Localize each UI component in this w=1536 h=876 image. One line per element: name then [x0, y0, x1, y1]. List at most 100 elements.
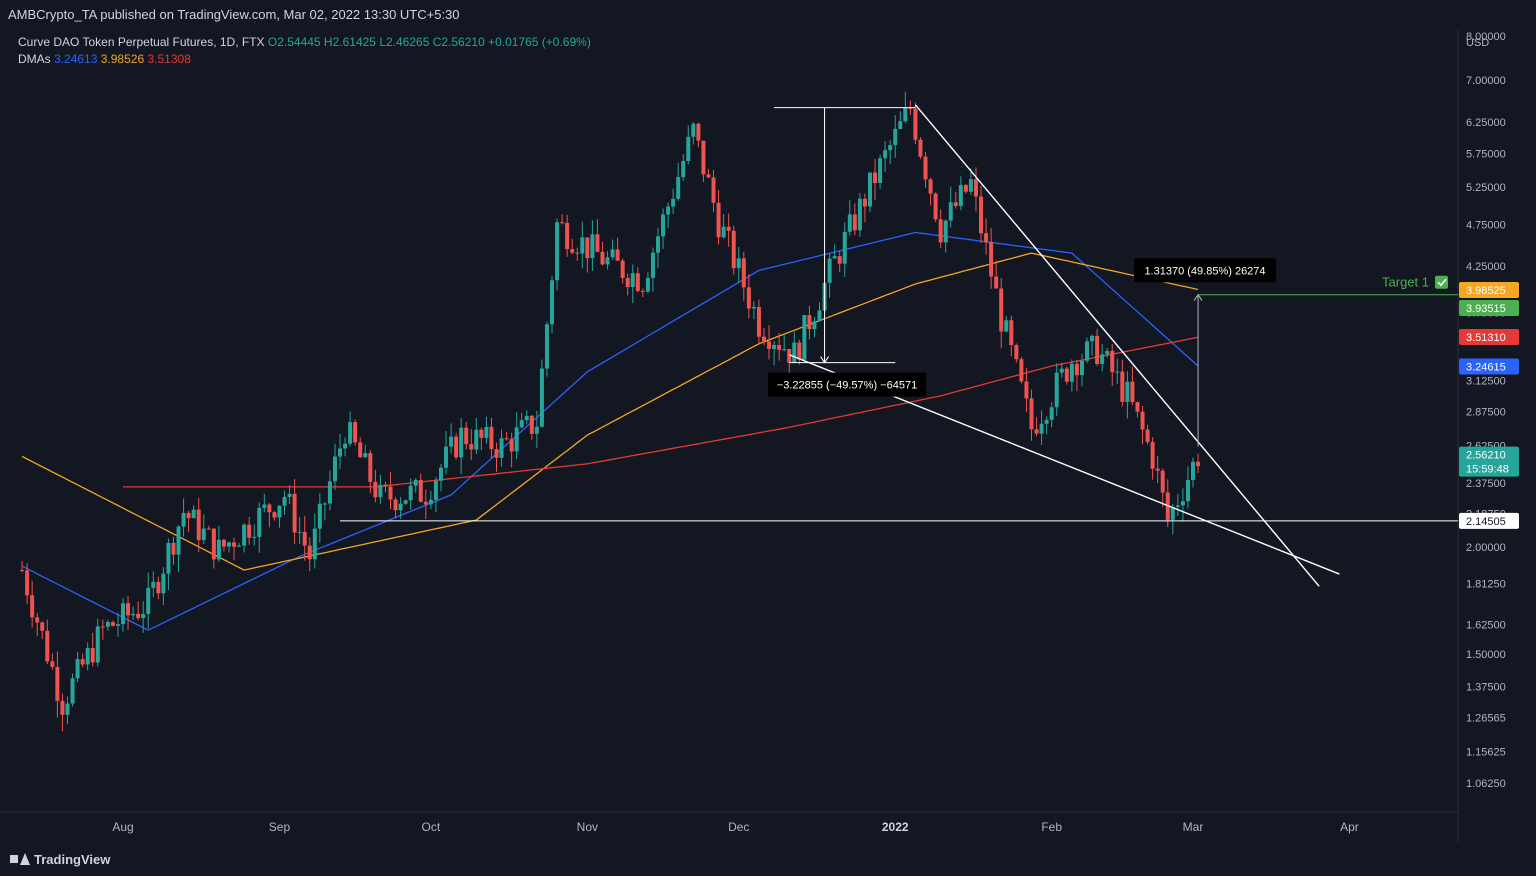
candle-body	[575, 252, 580, 254]
candle-body	[610, 249, 615, 258]
legend-line-1: Curve DAO Token Perpetual Futures, 1D, F…	[18, 34, 591, 51]
candle-body	[403, 500, 408, 504]
candle-body	[20, 570, 25, 572]
candle-body	[862, 198, 867, 207]
candle-body	[817, 310, 822, 322]
candle-body	[428, 499, 433, 505]
price-label-box	[1459, 446, 1519, 477]
candle-body	[701, 140, 706, 175]
target-measure-label: 1.31370 (49.85%) 26274	[1144, 265, 1265, 277]
x-tick-label: Nov	[577, 820, 598, 834]
candle-body	[216, 539, 221, 560]
tradingview-logo[interactable]: TradingView	[10, 852, 110, 867]
candle-body	[1110, 350, 1115, 373]
candle-body	[968, 179, 973, 192]
dma-orange-value: 3.98526	[100, 52, 145, 66]
target-label-box	[1134, 258, 1276, 283]
candle-body	[297, 531, 302, 533]
candle-body	[55, 666, 60, 701]
candle-body	[30, 595, 35, 618]
candle-body	[726, 226, 731, 231]
candle-body	[494, 449, 499, 458]
chart-area[interactable]: 8.00000 7.00000 6.25000 5.75000 5.25000 4.750…	[0, 30, 1536, 842]
measure-arrow	[820, 356, 829, 364]
candle-body	[287, 493, 292, 497]
price-label-box	[1459, 358, 1519, 375]
candle-body	[509, 439, 514, 452]
candle-body	[595, 234, 600, 252]
candle-body	[590, 234, 595, 259]
candle-body	[873, 172, 878, 184]
candle-body	[464, 427, 469, 445]
check-icon-mark	[1437, 278, 1447, 287]
candle-body	[1120, 371, 1125, 402]
candle-body	[812, 321, 817, 330]
published-bar: AMBCrypto_TA published on TradingView.co…	[0, 0, 1536, 30]
candle-body	[984, 233, 989, 243]
candle-body	[489, 426, 494, 450]
candle-body	[1085, 341, 1090, 361]
candle-body	[746, 287, 751, 309]
candle-body	[105, 622, 110, 627]
candle-body	[242, 524, 247, 546]
candle-body	[600, 251, 605, 265]
candle-body	[85, 648, 90, 665]
candle-body	[580, 237, 585, 254]
candle-body	[474, 429, 479, 450]
candle-body	[343, 443, 348, 449]
y-tick-label: 4.25000	[1466, 261, 1506, 273]
candle-body	[1074, 363, 1079, 376]
candle-body	[484, 426, 489, 438]
candle-body	[761, 336, 766, 342]
candle-body	[80, 659, 85, 665]
candle-body	[570, 249, 575, 253]
candle-body	[1145, 429, 1150, 442]
x-tick-label: Apr	[1340, 820, 1359, 834]
candle-body	[1100, 354, 1105, 364]
candle-body	[539, 368, 544, 427]
candle-body	[292, 493, 297, 533]
candle-body	[832, 256, 837, 259]
y-tick-label: 1.50000	[1466, 649, 1506, 661]
candle-body	[867, 172, 872, 207]
candle-body	[272, 512, 277, 518]
candle-body	[408, 485, 413, 501]
candle-body	[373, 481, 378, 498]
candle-body	[620, 260, 625, 278]
candle-body	[166, 542, 171, 574]
candle-body	[433, 480, 438, 500]
candle-body	[100, 626, 105, 628]
price-label-box	[1459, 512, 1519, 529]
candle-body	[979, 196, 984, 234]
chart-legend: Curve DAO Token Perpetual Futures, 1D, F…	[18, 34, 591, 68]
legend-line-2: DMAs 3.24613 3.98526 3.51308	[18, 51, 591, 68]
y-tick-label: 5.25000	[1466, 182, 1506, 194]
candle-body	[201, 528, 206, 541]
candle-body	[706, 174, 711, 178]
candle-body	[767, 341, 772, 349]
tradingview-logo-icon	[10, 853, 30, 865]
candle-body	[90, 648, 95, 663]
price-label: 3.51310	[1466, 332, 1506, 344]
candle-body	[1185, 479, 1190, 502]
candle-body	[802, 315, 807, 360]
upper-trendline	[914, 104, 1320, 587]
candle-body	[953, 202, 958, 207]
y-tick-label: 1.15625	[1466, 746, 1506, 758]
drop-label-box	[768, 372, 926, 397]
candle-body	[454, 436, 459, 458]
candle-body	[479, 429, 484, 438]
candle-body	[560, 222, 565, 224]
candle-body	[524, 415, 529, 421]
candle-body	[1009, 320, 1014, 346]
candle-body	[262, 504, 267, 508]
candle-body	[1069, 363, 1074, 382]
candle-body	[1054, 372, 1059, 408]
candle-body	[398, 503, 403, 511]
candle-body	[1160, 470, 1165, 493]
candle-body	[943, 220, 948, 243]
candle-body	[353, 422, 358, 443]
price-label: 3.93515	[1466, 303, 1506, 315]
candle-body	[438, 467, 443, 481]
candle-body	[191, 509, 196, 519]
